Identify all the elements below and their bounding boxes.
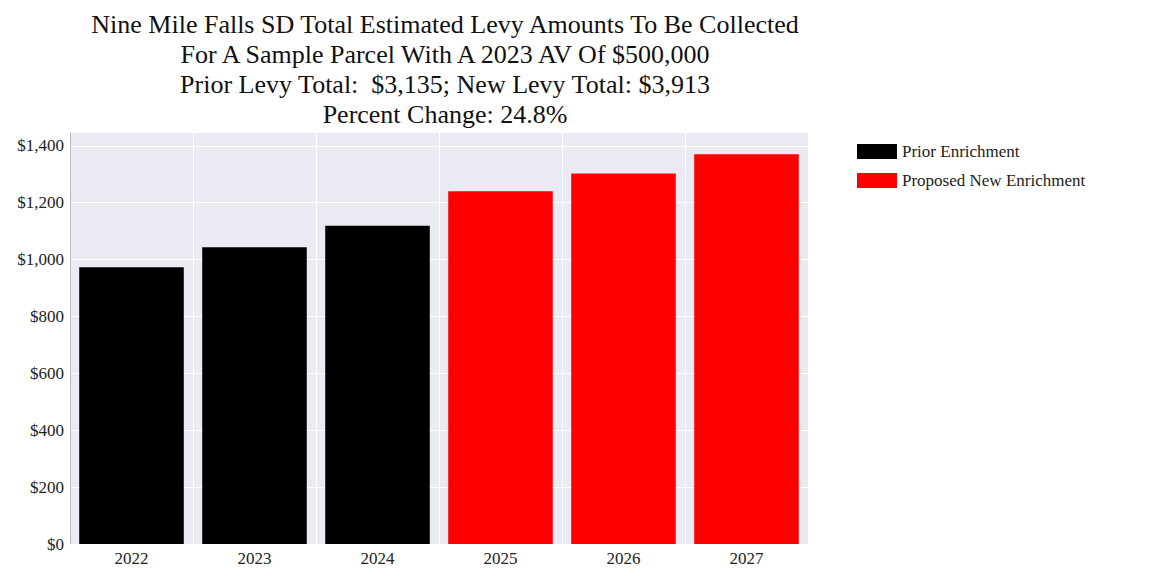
svg-text:2025: 2025 xyxy=(484,549,518,568)
svg-text:Percent Change: 24.8%: Percent Change: 24.8% xyxy=(323,100,568,129)
svg-text:2022: 2022 xyxy=(115,549,149,568)
svg-text:$1,000: $1,000 xyxy=(17,250,64,269)
svg-text:$1,400: $1,400 xyxy=(17,136,64,155)
svg-text:Proposed New Enrichment: Proposed New Enrichment xyxy=(902,171,1085,190)
svg-text:$0: $0 xyxy=(47,535,64,554)
svg-text:$600: $600 xyxy=(30,364,64,383)
svg-text:$200: $200 xyxy=(30,478,64,497)
svg-text:For A Sample Parcel With A 202: For A Sample Parcel With A 2023 AV Of $5… xyxy=(180,40,709,69)
svg-text:$400: $400 xyxy=(30,421,64,440)
svg-text:Prior Levy Total: $3,135; New: Prior Levy Total: $3,135; New Levy Total… xyxy=(180,70,710,99)
svg-text:$800: $800 xyxy=(30,307,64,326)
svg-text:2023: 2023 xyxy=(238,549,272,568)
svg-text:2024: 2024 xyxy=(361,549,396,568)
svg-text:Nine Mile Falls SD Total Estim: Nine Mile Falls SD Total Estimated Levy … xyxy=(91,10,798,39)
svg-text:Prior Enrichment: Prior Enrichment xyxy=(902,142,1020,161)
svg-text:$1,200: $1,200 xyxy=(17,193,64,212)
svg-text:2027: 2027 xyxy=(730,549,765,568)
svg-text:2026: 2026 xyxy=(607,549,641,568)
